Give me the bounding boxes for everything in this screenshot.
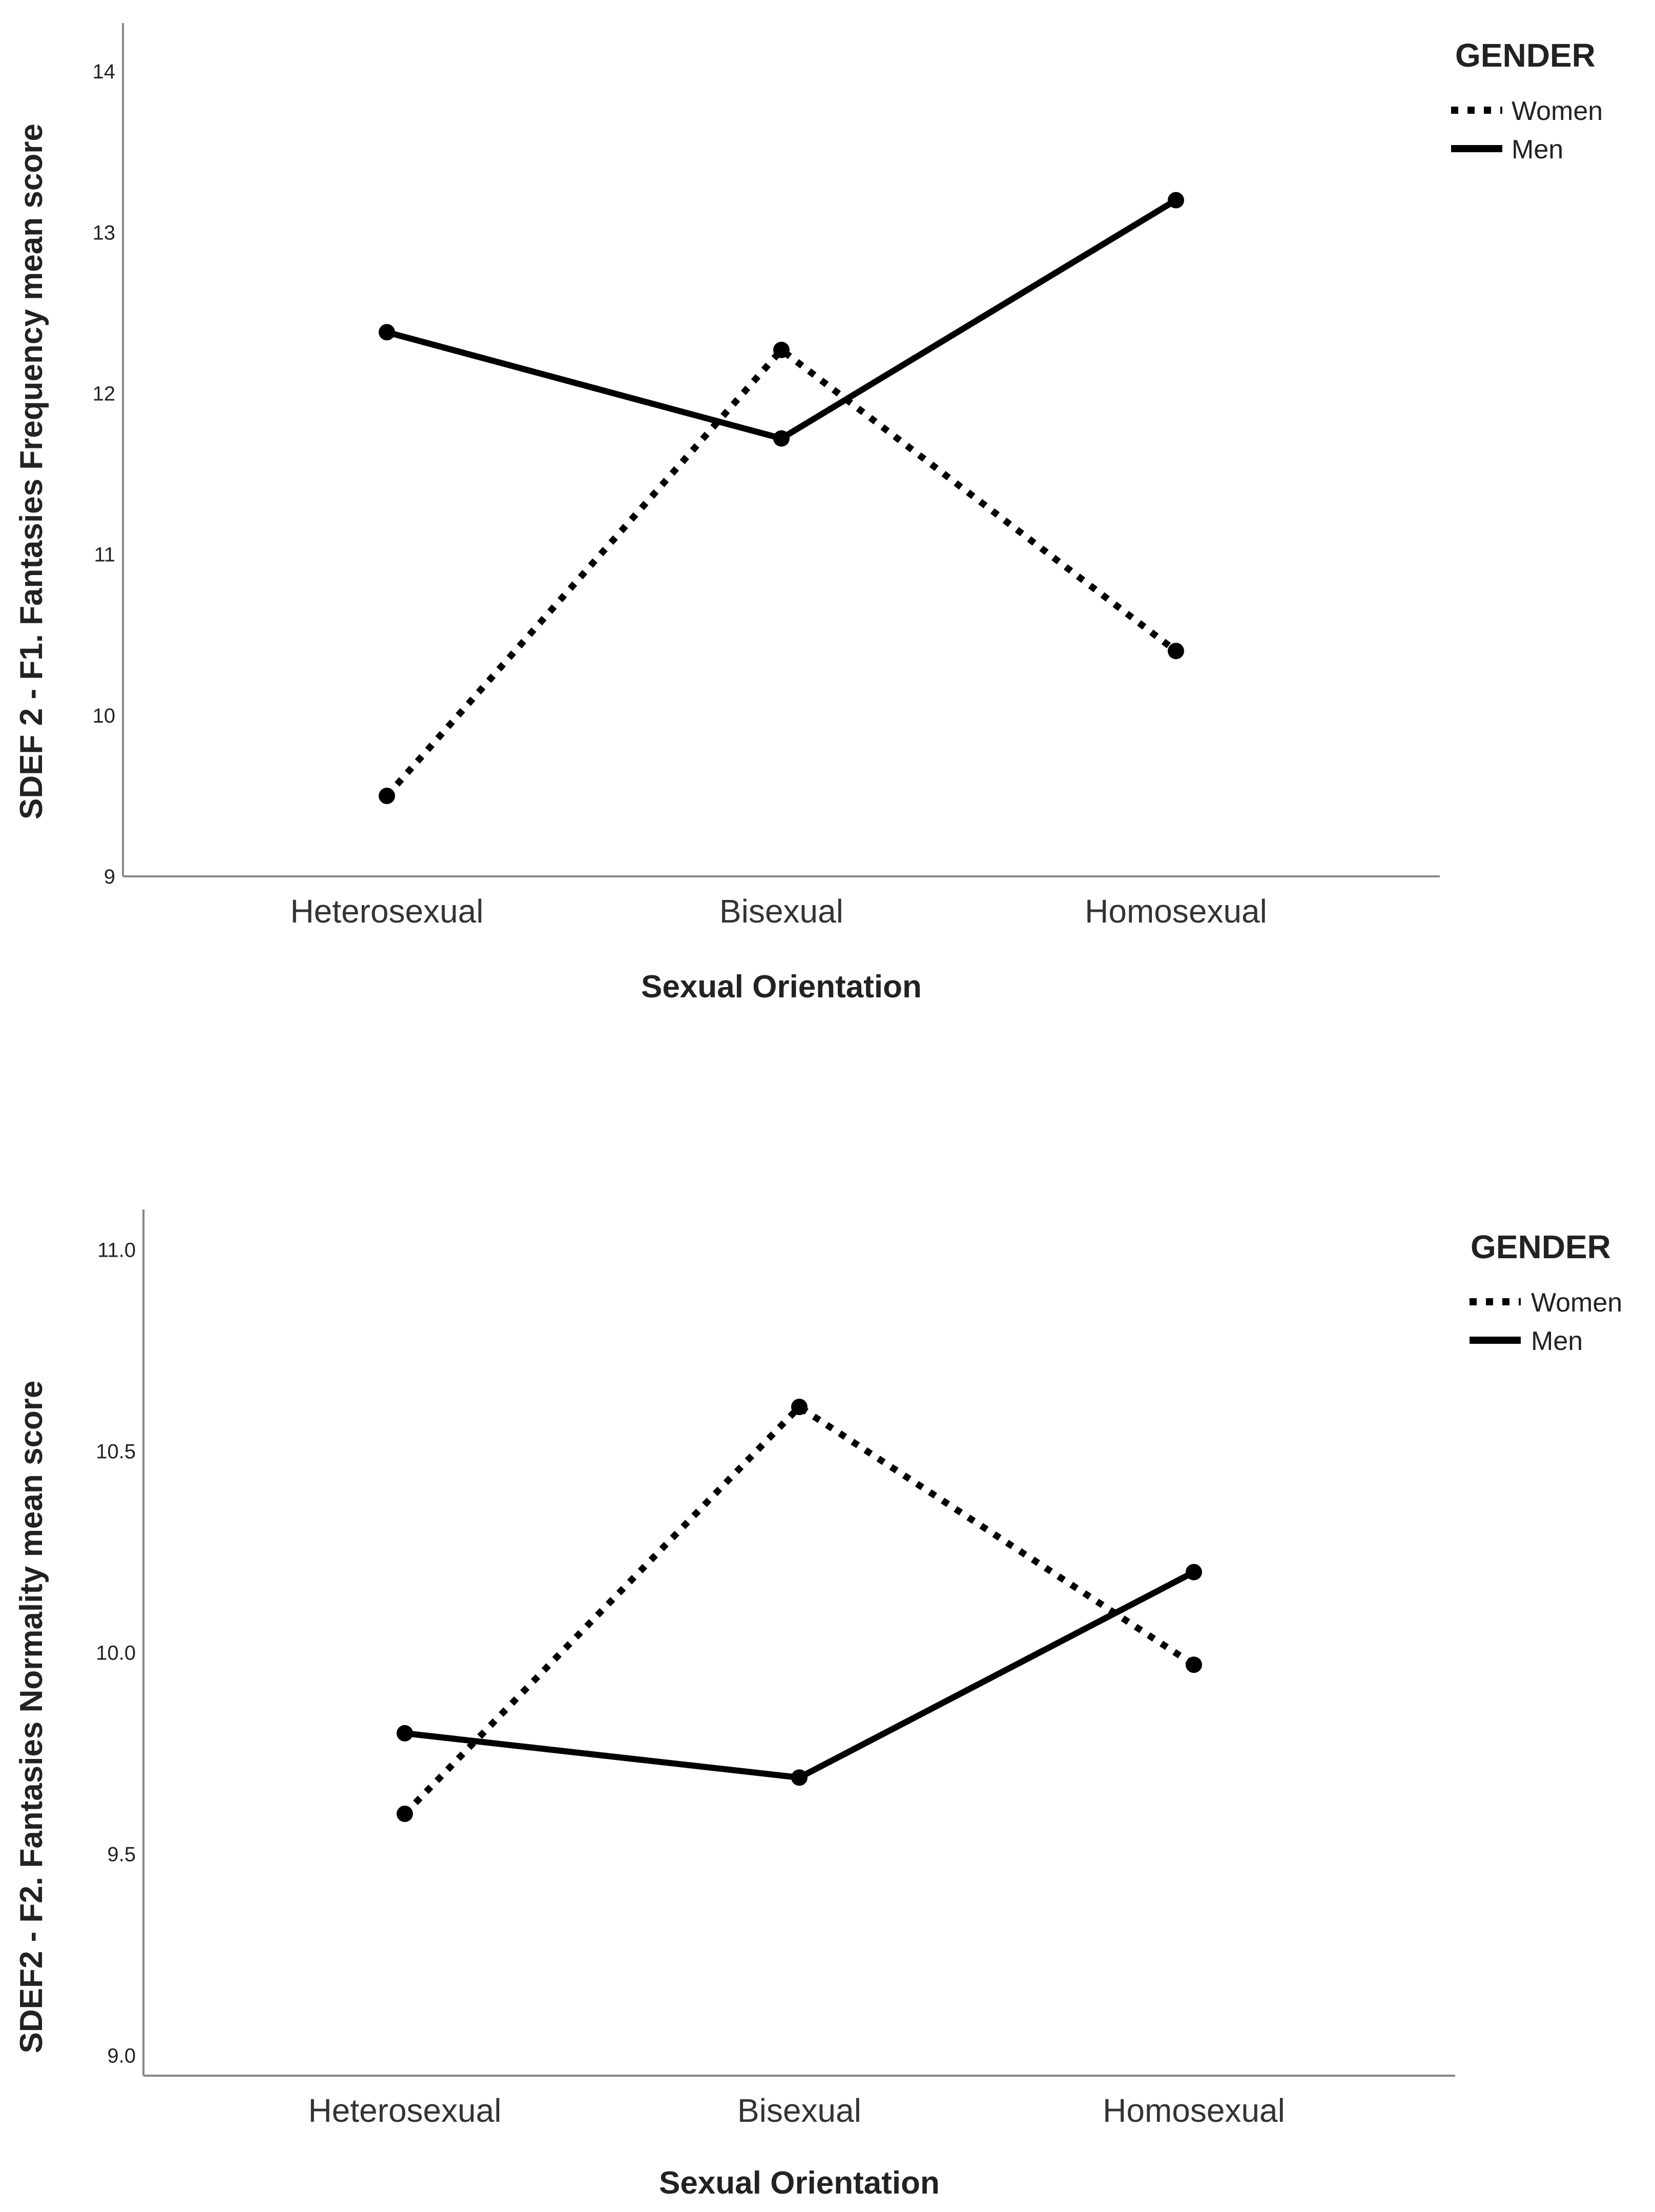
series-line-women: [402, 1403, 1196, 1816]
series-line-men: [404, 1569, 1195, 1781]
data-point-men-homosexual: [1168, 192, 1184, 209]
series-line-women: [384, 346, 1178, 798]
chart-panel-fantasies-frequency: 9 10 11 12 13 14 Heterosexual Bisexual Homose…: [0, 0, 1655, 1076]
y-tick-label: 12: [93, 383, 116, 405]
data-point-women-heterosexual: [379, 787, 395, 804]
y-tick-label: 11: [94, 544, 115, 566]
x-tick-homosexual: Homosexual: [1103, 2092, 1285, 2129]
y-tick-labels: 9 10 11 12 13 14: [93, 60, 116, 888]
legend-label-men: Men: [1531, 1326, 1583, 1356]
data-point-men-bisexual: [791, 1769, 808, 1786]
legend-title: GENDER: [1455, 37, 1596, 74]
y-tick-label: 13: [93, 221, 116, 244]
chart-marks: [397, 1399, 1202, 1822]
data-point-men-bisexual: [773, 430, 790, 447]
chart-svg: 9.0 9.5 10.0 10.5 11.0 Heterosexual Bisexual…: [14, 1210, 1622, 2201]
chart-svg: 9 10 11 12 13 14 Heterosexual Bisexual Homose…: [14, 23, 1603, 1005]
x-axis-title: Sexual Orientation: [659, 2165, 940, 2201]
y-tick-label: 10.5: [96, 1441, 136, 1463]
x-tick-heterosexual: Heterosexual: [308, 2092, 501, 2129]
y-axis-title: SDEF 2 - F1. Fantasies Frequency mean sc…: [14, 124, 49, 820]
data-point-women-bisexual: [791, 1399, 808, 1416]
data-point-women-heterosexual: [397, 1806, 413, 1822]
legend: GENDER Women Men: [1451, 37, 1603, 165]
legend-label-women: Women: [1512, 96, 1603, 126]
data-point-men-homosexual: [1186, 1564, 1202, 1581]
legend-title: GENDER: [1471, 1228, 1611, 1265]
chart-marks: [379, 192, 1184, 804]
x-tick-bisexual: Bisexual: [719, 893, 843, 930]
y-tick-label: 9: [104, 866, 115, 888]
y-axis-title: SDEF2 - F2. Fantasies Normality mean sco…: [14, 1381, 49, 2054]
x-axis-title: Sexual Orientation: [641, 969, 922, 1005]
data-point-women-homosexual: [1168, 643, 1184, 660]
y-tick-label: 11.0: [97, 1239, 136, 1262]
legend-label-women: Women: [1531, 1288, 1622, 1318]
y-tick-label: 9.0: [107, 2045, 136, 2067]
data-point-men-heterosexual: [397, 1725, 413, 1742]
series-line-men: [386, 197, 1178, 442]
data-point-women-bisexual: [773, 341, 790, 358]
legend: GENDER Women Men: [1470, 1228, 1622, 1356]
y-tick-labels: 9.0 9.5 10.0 10.5 11.0: [96, 1239, 136, 2067]
chart-panel-fantasies-normality: 9.0 9.5 10.0 10.5 11.0 Heterosexual Bisexual…: [0, 1189, 1655, 2212]
legend-label-men: Men: [1512, 135, 1563, 165]
x-tick-homosexual: Homosexual: [1085, 893, 1267, 930]
y-tick-label: 10.0: [96, 1642, 136, 1665]
y-tick-label: 9.5: [107, 1844, 136, 1866]
data-point-men-heterosexual: [379, 324, 395, 341]
x-tick-bisexual: Bisexual: [737, 2092, 861, 2129]
y-tick-label: 10: [93, 705, 116, 727]
x-tick-heterosexual: Heterosexual: [290, 893, 483, 930]
data-point-women-homosexual: [1186, 1656, 1202, 1673]
y-tick-label: 14: [93, 60, 116, 83]
